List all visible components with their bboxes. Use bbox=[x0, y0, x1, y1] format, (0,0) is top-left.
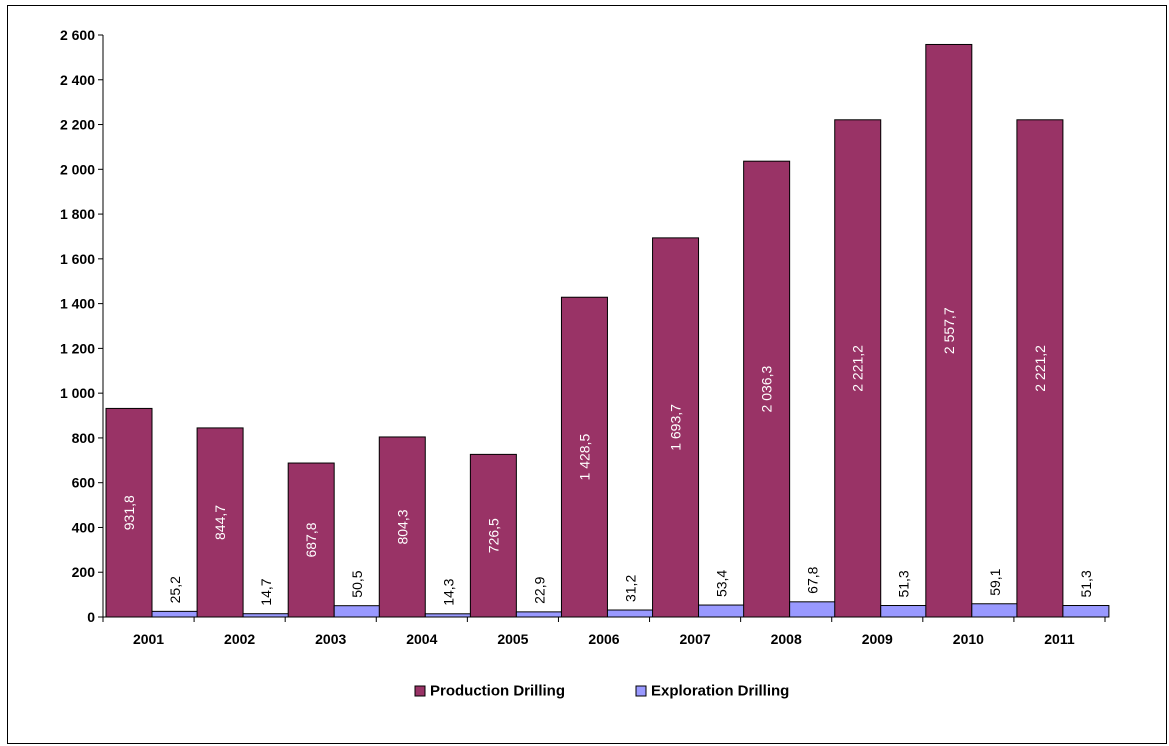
production-bar-2003 bbox=[287, 462, 335, 618]
production-bar-2001 bbox=[105, 407, 153, 618]
exploration-bar-2008 bbox=[789, 601, 837, 618]
y-tick-label: 2 400 bbox=[60, 72, 95, 88]
y-tick-label: 2 000 bbox=[60, 161, 95, 177]
production-bar-2005 bbox=[469, 453, 517, 618]
production-label-2004: 804,3 bbox=[394, 509, 410, 544]
exploration-label-2009: 51,3 bbox=[896, 570, 912, 597]
x-tick-label-2002: 2002 bbox=[224, 631, 255, 647]
exploration-bar-2007 bbox=[698, 604, 746, 618]
y-tick-label: 400 bbox=[72, 519, 96, 535]
production-label-2002: 844,7 bbox=[212, 505, 228, 540]
y-tick-label: 600 bbox=[72, 475, 96, 491]
axes-layer: 2001 2002 2003 2004 2005 2006 2007 2008 2009 2010… bbox=[60, 27, 1106, 647]
x-tick-label-2010: 2010 bbox=[953, 631, 984, 647]
labels-layer: 931,8 25,2 844,7 14,7 687,8 50,5 804,3 14,3 726,… bbox=[121, 307, 1094, 606]
x-tick-label-2006: 2006 bbox=[588, 631, 619, 647]
x-tick-label-2003: 2003 bbox=[315, 631, 346, 647]
exploration-label-2002: 14,7 bbox=[258, 578, 274, 605]
exploration-label-2003: 50,5 bbox=[349, 570, 365, 597]
x-tick-label-2008: 2008 bbox=[771, 631, 802, 647]
exploration-label-2001: 25,2 bbox=[167, 576, 183, 603]
production-label-2005: 726,5 bbox=[485, 518, 501, 553]
y-tick-label: 0 bbox=[87, 609, 95, 625]
exploration-bar-2005 bbox=[515, 611, 563, 618]
x-tick-label-2007: 2007 bbox=[680, 631, 711, 647]
y-tick-label: 800 bbox=[72, 430, 96, 446]
production-label-2008: 2 036,3 bbox=[759, 366, 775, 413]
x-tick-label-2005: 2005 bbox=[497, 631, 528, 647]
production-bar-2004 bbox=[378, 436, 426, 618]
production-label-2007: 1 693,7 bbox=[668, 404, 684, 451]
bars-layer bbox=[105, 43, 1110, 618]
exploration-label-2004: 14,3 bbox=[440, 578, 456, 605]
y-tick-label: 1 000 bbox=[60, 385, 95, 401]
exploration-label-2010: 59,1 bbox=[987, 568, 1003, 595]
exploration-bar-2009 bbox=[880, 605, 928, 618]
exploration-bar-2011 bbox=[1062, 605, 1110, 618]
y-tick-label: 2 600 bbox=[60, 27, 95, 43]
production-bar-2010 bbox=[925, 43, 973, 618]
exploration-label-2005: 22,9 bbox=[531, 576, 547, 603]
production-label-2001: 931,8 bbox=[121, 495, 137, 530]
y-tick-label: 1 200 bbox=[60, 340, 95, 356]
production-label-2009: 2 221,2 bbox=[850, 345, 866, 392]
y-tick-label: 2 200 bbox=[60, 117, 95, 133]
x-tick-label-2001: 2001 bbox=[133, 631, 164, 647]
exploration-bar-2010 bbox=[971, 603, 1019, 618]
exploration-legend-swatch bbox=[635, 685, 647, 697]
x-tick-label-2009: 2009 bbox=[862, 631, 893, 647]
production-bar-2011 bbox=[1016, 119, 1064, 618]
production-label-2003: 687,8 bbox=[303, 522, 319, 557]
production-bar-2002 bbox=[196, 427, 244, 618]
exploration-legend-label: Exploration Drilling bbox=[651, 683, 789, 700]
exploration-label-2011: 51,3 bbox=[1078, 570, 1094, 597]
exploration-bar-2001 bbox=[151, 610, 199, 618]
exploration-label-2006: 31,2 bbox=[622, 575, 638, 602]
production-label-2010: 2 557,7 bbox=[941, 307, 957, 354]
exploration-bar-2003 bbox=[333, 605, 381, 618]
y-tick-label: 200 bbox=[72, 564, 96, 580]
exploration-label-2007: 53,4 bbox=[714, 570, 730, 597]
production-bar-2008 bbox=[743, 160, 791, 618]
production-label-2011: 2 221,2 bbox=[1032, 345, 1048, 392]
exploration-bar-2006 bbox=[606, 609, 654, 618]
production-bar-2009 bbox=[834, 119, 882, 618]
y-tick-label: 1 800 bbox=[60, 206, 95, 222]
y-tick-label: 1 400 bbox=[60, 296, 95, 312]
production-legend-label: Production Drilling bbox=[430, 683, 565, 700]
x-tick-label-2011: 2011 bbox=[1044, 631, 1075, 647]
production-label-2006: 1 428,5 bbox=[576, 434, 592, 481]
y-tick-label: 1 600 bbox=[60, 251, 95, 267]
exploration-label-2008: 67,8 bbox=[805, 566, 821, 593]
production-legend-swatch bbox=[414, 685, 426, 697]
legend: Production Drilling Exploration Drilling bbox=[414, 683, 789, 700]
x-tick-label-2004: 2004 bbox=[406, 631, 437, 647]
